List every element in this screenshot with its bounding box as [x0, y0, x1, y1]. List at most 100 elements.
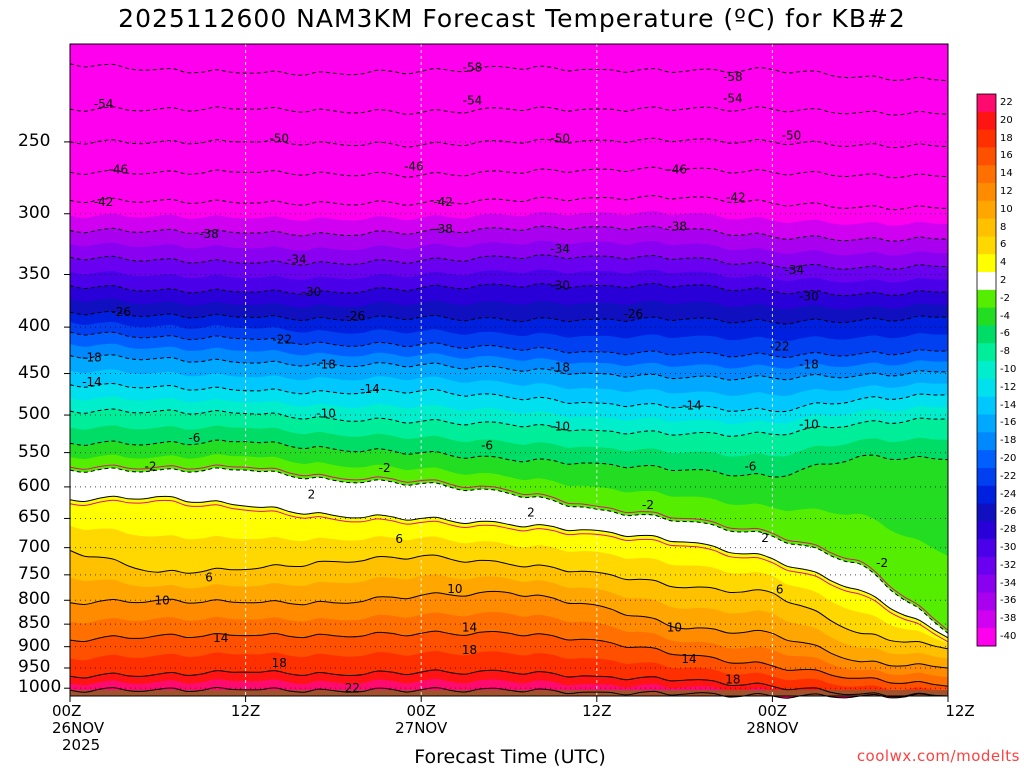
colorbar-swatch-2	[977, 272, 996, 291]
colorbar-swatch-12	[977, 183, 996, 202]
contour-label-6: -50	[550, 132, 570, 146]
isotherm-6	[69, 549, 949, 650]
chart-title: 2025112600 NAM3KM Forecast Temperature (…	[118, 4, 906, 33]
colorbar-swatch-16	[977, 147, 996, 166]
y-tick-label-350: 350	[18, 263, 51, 284]
x-tick-label-line: 26NOV	[52, 719, 105, 737]
isotherm-10	[69, 590, 949, 669]
y-tick-label-650: 650	[18, 507, 51, 528]
x-tick-label-line: 28NOV	[746, 719, 799, 737]
y-tick-label-700: 700	[18, 536, 51, 557]
x-tick-label-line: 12Z	[230, 702, 261, 720]
source-credit[interactable]: coolwx.com/modelts	[856, 747, 1020, 765]
colorbar-label--20: -20	[1000, 453, 1017, 465]
contour-label-39: -6	[481, 438, 493, 452]
colorbar-swatch--20	[977, 450, 996, 469]
colorbar-swatch--18	[977, 432, 996, 451]
contour-label-49: 6	[395, 532, 403, 546]
x-tick-label-line: 27NOV	[395, 719, 448, 737]
colorbar-label-12: 12	[1000, 185, 1013, 197]
colorbar-label-18: 18	[1000, 132, 1013, 144]
x-tick-label-line: 00Z	[406, 702, 436, 720]
plot-frame	[69, 43, 949, 697]
contour-label-47: 2	[761, 531, 769, 545]
contour-label-41: -2	[144, 460, 156, 474]
contour-label-13: -42	[726, 191, 746, 205]
contour-label-33: -14	[360, 382, 380, 396]
contour-label-34: -14	[682, 398, 702, 412]
colorbar-swatch--2	[977, 289, 996, 309]
contour-label-58: 18	[462, 643, 477, 657]
colorbar-swatch--10	[977, 361, 996, 380]
x-axis-title: Forecast Time (UTC)	[414, 746, 606, 768]
colorbar-swatch--16	[977, 414, 996, 433]
x-tick-label-line: 12Z	[582, 702, 612, 720]
y-tick-label-300: 300	[18, 202, 51, 223]
isotherm-2	[69, 495, 949, 639]
contour-label-30: -18	[550, 360, 570, 374]
isotherm--26	[69, 310, 949, 325]
contour-label-25: -26	[624, 307, 644, 321]
isotherm--34	[69, 254, 949, 270]
colorbar-label--10: -10	[1000, 364, 1017, 375]
contour-label-32: -14	[82, 375, 102, 389]
colorbar-label--40: -40	[1000, 631, 1017, 643]
colorbar-swatch--38	[977, 610, 996, 629]
contour-label-42: -2	[379, 461, 391, 475]
isotherm--18	[69, 354, 949, 381]
colorbar-swatch-22	[977, 94, 996, 113]
colorbar-label--38: -38	[1000, 613, 1017, 625]
contour-label-56: 14	[681, 652, 696, 666]
isotherm--50	[69, 137, 949, 149]
contour-label-60: 22	[345, 681, 360, 695]
colorbar-swatch-10	[977, 200, 996, 220]
colorbar-frame	[976, 93, 997, 647]
isotherm--38	[69, 225, 949, 242]
x-tick-label-line: 00Z	[757, 702, 788, 720]
x-tick-label-0: 00Z 26NOV 2025	[52, 703, 132, 754]
y-tick-label-800: 800	[18, 589, 51, 610]
contour-label-53: 10	[667, 620, 682, 634]
colorbar-swatch--28	[977, 521, 996, 540]
contour-label-28: -18	[82, 350, 102, 364]
contour-label-51: 10	[155, 593, 170, 607]
colorbar-label-16: 16	[1000, 150, 1013, 162]
contour-label-27: -22	[770, 339, 790, 353]
y-tick-label-500: 500	[18, 404, 51, 425]
contour-label-21: -30	[550, 279, 570, 293]
isotherm--2	[69, 467, 949, 634]
contour-label-14: -38	[199, 227, 219, 241]
y-tick-label-850: 850	[18, 613, 51, 634]
colorbar-swatch--26	[977, 503, 996, 522]
ground-strip	[70, 690, 948, 696]
contour-label-40: -6	[744, 460, 756, 474]
isotherm-labels: -58 -58 -54 -54 -54 -50 -50 -50 -46 -46 -46 -42 -42 -…	[82, 61, 888, 696]
contour-label-54: 14	[213, 631, 228, 645]
contour-label-16: -38	[667, 220, 687, 234]
colorbar-swatch--36	[977, 592, 996, 611]
colorbar-swatch--24	[977, 485, 996, 505]
isotherm--58	[69, 63, 949, 82]
isotherm--42	[69, 195, 949, 211]
colorbar	[976, 93, 997, 647]
isotherm--22	[69, 331, 949, 359]
contour-label-9: -46	[404, 159, 424, 173]
isotherm-contours	[69, 63, 949, 699]
y-tick-label-1000: 1000	[18, 677, 62, 698]
contour-label-18: -34	[550, 242, 570, 256]
contour-label-31: -18	[799, 358, 819, 372]
colorbar-label--30: -30	[1000, 542, 1017, 554]
y-tick-label-450: 450	[18, 362, 51, 383]
contour-label-50: 6	[776, 582, 784, 596]
colorbar-swatch--8	[977, 343, 996, 362]
colorbar-label--12: -12	[1000, 381, 1017, 393]
y-tick-label-250: 250	[18, 130, 51, 151]
colorbar-label--16: -16	[1000, 417, 1017, 429]
contour-label-7: -50	[782, 129, 802, 143]
isotherm--46	[69, 166, 949, 179]
contour-label-11: -42	[94, 195, 114, 209]
contour-label-24: -26	[346, 309, 366, 323]
freezing-line-2	[69, 499, 949, 643]
y-tick-label-950: 950	[18, 656, 51, 677]
colorbar-swatch--12	[977, 378, 996, 398]
